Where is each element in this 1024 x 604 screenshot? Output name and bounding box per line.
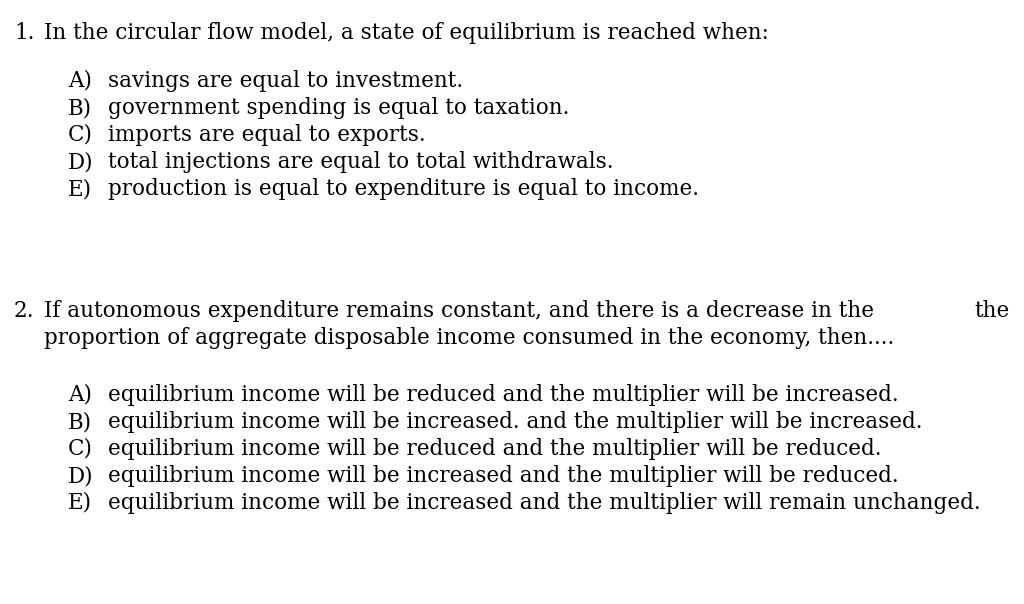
Text: E): E) bbox=[68, 178, 92, 200]
Text: total injections are equal to total withdrawals.: total injections are equal to total with… bbox=[108, 151, 613, 173]
Text: If autonomous expenditure remains constant, and there is a decrease in the: If autonomous expenditure remains consta… bbox=[44, 300, 874, 322]
Text: D): D) bbox=[68, 465, 93, 487]
Text: 1.: 1. bbox=[14, 22, 35, 44]
Text: D): D) bbox=[68, 151, 93, 173]
Text: proportion of aggregate disposable income consumed in the economy, then....: proportion of aggregate disposable incom… bbox=[44, 327, 894, 349]
Text: equilibrium income will be reduced and the multiplier will be reduced.: equilibrium income will be reduced and t… bbox=[108, 438, 882, 460]
Text: imports are equal to exports.: imports are equal to exports. bbox=[108, 124, 426, 146]
Text: government spending is equal to taxation.: government spending is equal to taxation… bbox=[108, 97, 569, 119]
Text: B): B) bbox=[68, 97, 92, 119]
Text: A): A) bbox=[68, 384, 92, 406]
Text: In the circular flow model, a state of equilibrium is reached when:: In the circular flow model, a state of e… bbox=[44, 22, 769, 44]
Text: A): A) bbox=[68, 70, 92, 92]
Text: the: the bbox=[975, 300, 1010, 322]
Text: equilibrium income will be increased. and the multiplier will be increased.: equilibrium income will be increased. an… bbox=[108, 411, 923, 433]
Text: B): B) bbox=[68, 411, 92, 433]
Text: C): C) bbox=[68, 438, 93, 460]
Text: 2.: 2. bbox=[14, 300, 35, 322]
Text: savings are equal to investment.: savings are equal to investment. bbox=[108, 70, 463, 92]
Text: C): C) bbox=[68, 124, 93, 146]
Text: equilibrium income will be increased and the multiplier will be reduced.: equilibrium income will be increased and… bbox=[108, 465, 899, 487]
Text: production is equal to expenditure is equal to income.: production is equal to expenditure is eq… bbox=[108, 178, 699, 200]
Text: equilibrium income will be increased and the multiplier will remain unchanged.: equilibrium income will be increased and… bbox=[108, 492, 981, 514]
Text: E): E) bbox=[68, 492, 92, 514]
Text: equilibrium income will be reduced and the multiplier will be increased.: equilibrium income will be reduced and t… bbox=[108, 384, 899, 406]
